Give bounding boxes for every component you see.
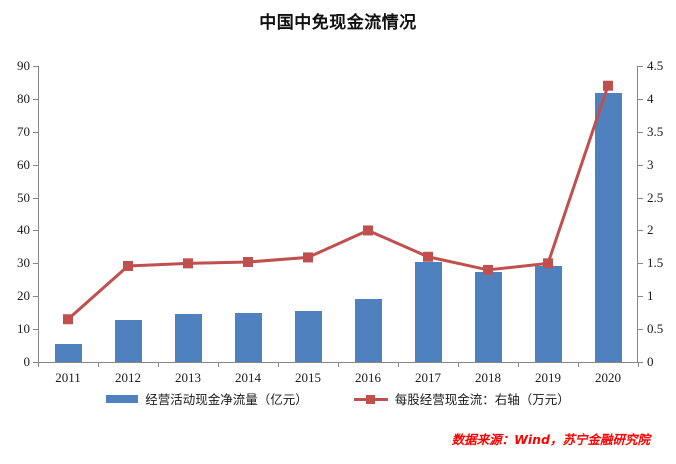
x-axis-tick — [518, 362, 519, 367]
y-axis-right-tick — [638, 362, 643, 363]
chart-title: 中国中免现金流情况 — [259, 13, 417, 33]
x-axis-tick-label: 2017 — [415, 370, 441, 385]
y-axis-left-tick — [33, 329, 38, 331]
y-axis-right-line — [637, 66, 638, 363]
x-axis-tick-label: 2014 — [235, 370, 261, 385]
y-axis-right-tick — [638, 197, 643, 199]
legend-bar-label: 经营活动现金净流量（亿元） — [145, 392, 308, 407]
x-axis-tick-label: 2011 — [55, 370, 81, 385]
y-axis-right-tick-label: 4 — [647, 90, 654, 106]
bar-2020[interactable] — [594, 92, 622, 362]
y-axis-left-tick — [33, 197, 38, 199]
y-axis-left-tick-label: 30 — [17, 255, 30, 271]
x-axis-tick — [398, 362, 399, 367]
legend-line-swatch-icon — [353, 394, 388, 404]
line-marker-2016[interactable] — [363, 225, 373, 236]
source-note: 数据来源：Wind，苏宁金融研究院 — [451, 432, 650, 447]
line-markers — [63, 80, 613, 325]
bar-2012[interactable] — [114, 319, 142, 362]
x-axis-tick — [338, 362, 339, 367]
x-axis-tick — [458, 362, 459, 367]
bar-2016[interactable] — [354, 298, 382, 362]
line-marker-2018[interactable] — [483, 264, 493, 275]
legend-line-label: 每股经营现金流：右轴（万元） — [394, 392, 570, 407]
x-axis-tick — [638, 362, 639, 367]
y-axis-right-tick — [638, 164, 643, 166]
y-axis-left-tick — [33, 263, 38, 265]
y-axis-right-tick — [638, 98, 643, 100]
y-axis-right-tick-label: 3 — [647, 156, 654, 172]
line-marker-2015[interactable] — [303, 252, 313, 263]
bar-2018[interactable] — [474, 271, 502, 362]
line-marker-2019[interactable] — [543, 258, 553, 269]
y-axis-right-tick-label: 0.5 — [647, 321, 664, 337]
y-axis-right-tick-label: 0 — [647, 354, 654, 369]
y-axis-left-tick-label: 20 — [17, 288, 30, 304]
y-axis-right-tick-label: 2 — [647, 222, 654, 238]
legend-item-line[interactable]: 每股经营现金流：右轴（万元） — [353, 389, 570, 408]
x-axis-tick-label: 2016 — [355, 370, 381, 385]
bar-2011[interactable] — [54, 343, 82, 362]
y-axis-left-tick-label: 40 — [17, 222, 30, 238]
y-axis-left-tick — [33, 98, 38, 100]
line-marker-2020[interactable] — [603, 80, 613, 91]
x-axis-tick — [218, 362, 219, 367]
y-axis-right-tick-label: 4.5 — [647, 58, 664, 73]
plot-area: 0 10 20 30 40 50 60 70 80 90 0 0.5 1 1.5 2 2.5 3 3.5 4 4.5… — [17, 58, 663, 385]
y-axis-left-tick-label: 60 — [17, 156, 30, 172]
x-axis-tick-label: 2012 — [115, 370, 141, 385]
legend-item-bar[interactable]: 经营活动现金净流量（亿元） — [106, 389, 308, 408]
y-axis-left-tick — [33, 164, 38, 166]
x-axis-tick-label: 2013 — [175, 370, 201, 385]
x-axis-tick-label: 2018 — [475, 370, 501, 385]
y-axis-right-tick — [638, 296, 643, 298]
x-axis-tick — [578, 362, 579, 367]
y-axis-right-tick — [638, 329, 643, 331]
chart-legend: 经营活动现金净流量（亿元） 每股经营现金流：右轴（万元） — [0, 389, 676, 408]
y-axis-left-tick-label: 50 — [17, 189, 30, 205]
y-axis-right-tick — [638, 263, 643, 265]
line-path — [67, 85, 610, 321]
x-axis-tick-label: 2015 — [295, 370, 321, 385]
y-axis-left-line — [38, 66, 39, 363]
x-axis-tick — [38, 362, 39, 367]
x-axis-tick-label: 2019 — [535, 370, 561, 385]
line-marker-2017[interactable] — [423, 251, 433, 262]
x-axis-tick-label: 2020 — [595, 370, 621, 385]
plot-inner — [33, 66, 643, 367]
bar-2013[interactable] — [174, 314, 202, 362]
y-axis-left-tick — [33, 230, 38, 232]
y-axis-left-tick-label: 0 — [23, 354, 31, 369]
y-axis-left-tick — [33, 66, 38, 67]
line-marker-2012[interactable] — [123, 260, 133, 271]
legend-bar-swatch-icon — [106, 394, 139, 403]
y-axis-left-tick-label: 90 — [17, 58, 30, 73]
bar-2015[interactable] — [294, 311, 322, 362]
y-axis-left-tick-label: 70 — [17, 123, 30, 139]
y-axis-right-tick-label: 3.5 — [647, 123, 664, 139]
line-marker-2013[interactable] — [183, 258, 193, 269]
y-axis-left-tick-label: 10 — [17, 321, 30, 337]
bar-2014[interactable] — [234, 313, 262, 362]
line-marker-2014[interactable] — [243, 257, 253, 268]
line-series — [63, 80, 613, 325]
x-axis-tick — [158, 362, 159, 367]
bar-2019[interactable] — [534, 265, 562, 362]
x-axis-tick — [98, 362, 99, 367]
y-axis-left-tick — [33, 362, 38, 363]
x-axis-tick — [278, 362, 279, 367]
bar-2017[interactable] — [414, 262, 442, 362]
y-axis-right-tick-label: 2.5 — [647, 189, 664, 205]
y-axis-right-tick — [638, 230, 643, 232]
y-axis-right-tick-label: 1 — [647, 288, 654, 304]
y-axis-right-tick-label: 1.5 — [647, 255, 664, 271]
y-axis-left-tick — [33, 296, 38, 298]
y-axis-left-tick — [33, 131, 38, 133]
line-marker-2011[interactable] — [63, 314, 73, 325]
y-axis-right-tick — [638, 131, 643, 133]
y-axis-right-tick — [638, 66, 643, 67]
y-axis-left-tick-label: 80 — [17, 90, 30, 106]
